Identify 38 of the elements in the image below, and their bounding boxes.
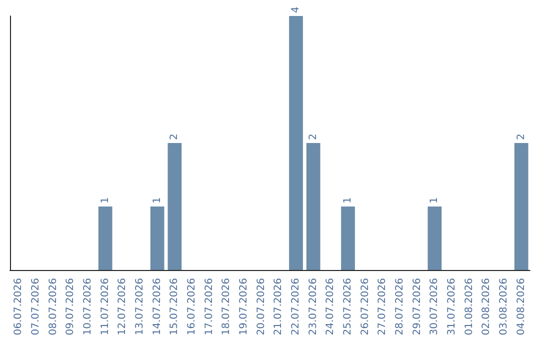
x-tick-label: 31.07.2026 xyxy=(446,278,458,336)
x-tick-label: 26.07.2026 xyxy=(360,278,371,336)
x-tick-label: 03.08.2026 xyxy=(498,278,510,336)
x-tick-label: 15.07.2026 xyxy=(169,278,180,336)
x-tick-label: 10.07.2026 xyxy=(82,278,94,336)
x-tick-label: 09.07.2026 xyxy=(65,278,76,336)
x-tick-label: 11.07.2026 xyxy=(100,278,111,336)
x-tick-label: 07.07.2026 xyxy=(30,278,42,336)
data-label: 4 xyxy=(290,6,302,13)
x-tick-label: 28.07.2026 xyxy=(394,278,406,336)
x-tick-label: 21.07.2026 xyxy=(273,278,284,336)
x-tick-label: 16.07.2026 xyxy=(186,278,198,336)
data-label: 1 xyxy=(342,197,354,204)
x-tick-label: 12.07.2026 xyxy=(117,278,128,336)
data-label: 2 xyxy=(308,134,319,140)
x-tick-label: 14.07.2026 xyxy=(152,278,163,336)
x-tick-label: 13.07.2026 xyxy=(134,278,146,336)
x-tick-label: 20.07.2026 xyxy=(256,278,267,336)
x-tick-label: 24.07.2026 xyxy=(325,278,336,336)
x-tick-label: 17.07.2026 xyxy=(204,278,215,336)
data-label: 1 xyxy=(152,197,163,204)
x-tick-label: 29.07.2026 xyxy=(412,278,423,336)
data-label: 1 xyxy=(429,197,440,204)
x-tick-label: 02.08.2026 xyxy=(481,278,492,336)
x-tick-label: 25.07.2026 xyxy=(342,278,354,336)
data-label: 1 xyxy=(100,197,111,204)
x-tick-label: 04.08.2026 xyxy=(516,278,527,336)
data-label: 2 xyxy=(516,134,527,140)
x-tick-label: 30.07.2026 xyxy=(429,278,440,336)
x-tick-label: 27.07.2026 xyxy=(377,278,388,336)
x-tick-label: 08.07.2026 xyxy=(48,278,59,336)
x-tick-label: 22.07.2026 xyxy=(290,278,302,336)
x-tick-label: 19.07.2026 xyxy=(238,278,250,336)
x-tick-label: 01.08.2026 xyxy=(464,278,475,336)
data-label: 2 xyxy=(169,134,180,140)
x-tick-label: 18.07.2026 xyxy=(221,278,232,336)
x-tick-label: 23.07.2026 xyxy=(308,278,319,336)
x-tick-label: 06.07.2026 xyxy=(13,278,24,336)
